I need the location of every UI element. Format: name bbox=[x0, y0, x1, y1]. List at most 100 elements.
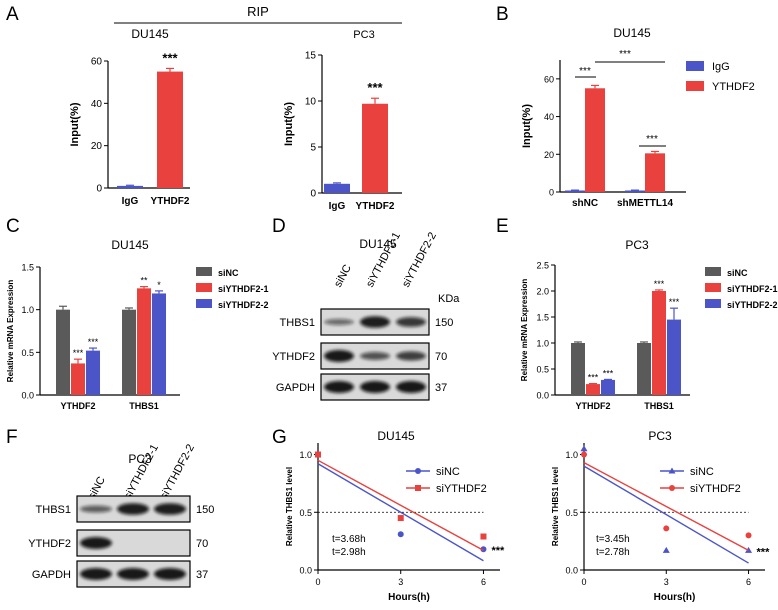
y-tick-label: 0.5 bbox=[536, 365, 549, 375]
half-life-label: t=2.78h bbox=[596, 547, 630, 558]
bar bbox=[586, 384, 600, 395]
y-tick-label: 20 bbox=[544, 150, 554, 160]
x-tick-label: THBS1 bbox=[644, 401, 674, 411]
x-tick-label: 3 bbox=[664, 577, 669, 587]
blot-row-label: YTHDF2 bbox=[272, 351, 315, 363]
blot-band bbox=[324, 318, 354, 326]
legend-marker bbox=[668, 467, 676, 474]
legend-swatch bbox=[705, 267, 721, 276]
significance-label: *** bbox=[654, 279, 665, 289]
x-tick-label: 3 bbox=[398, 577, 403, 587]
significance-label: *** bbox=[588, 373, 599, 383]
legend-swatch bbox=[705, 299, 721, 308]
blot-band bbox=[396, 351, 426, 361]
legend-swatch bbox=[686, 61, 704, 71]
chart-g-pc3: 0.0 0.5 1.0 Relative THBS1 level PC3 0 3 6 Hours… bbox=[551, 429, 770, 603]
blot-band bbox=[360, 316, 390, 328]
blot-band bbox=[154, 568, 186, 580]
data-point bbox=[397, 515, 404, 522]
lane-label: siNC bbox=[332, 263, 354, 290]
blot-band bbox=[154, 503, 186, 515]
data-point bbox=[580, 445, 588, 452]
data-point bbox=[662, 546, 670, 553]
blot-band bbox=[80, 568, 112, 580]
y-tick-label: 0 bbox=[310, 189, 316, 200]
bar bbox=[122, 309, 136, 395]
significance-label: *** bbox=[491, 545, 505, 557]
significance-label: *** bbox=[619, 49, 631, 60]
x-tick-label: 6 bbox=[481, 577, 486, 587]
legend-label: siYTHDF2-1 bbox=[218, 284, 269, 294]
significance-label: *** bbox=[757, 546, 771, 558]
bar bbox=[157, 71, 183, 188]
y-tick-label: 10 bbox=[305, 97, 317, 108]
legend-label: siYTHDF2-2 bbox=[218, 300, 269, 310]
x-tick-label: shNC bbox=[572, 198, 598, 209]
y-tick-label: 40 bbox=[91, 99, 103, 110]
x-tick-label: IgG bbox=[329, 201, 346, 212]
x-tick-label: IgG bbox=[122, 196, 139, 207]
x-axis-label: Hours(h) bbox=[388, 592, 430, 603]
y-tick-label: 0.5 bbox=[21, 348, 34, 358]
panel-label-c: C bbox=[6, 216, 20, 237]
data-point bbox=[397, 531, 404, 538]
panel-label-b: B bbox=[496, 4, 509, 25]
y-tick-label: 20 bbox=[91, 141, 103, 152]
data-point bbox=[480, 533, 487, 540]
x-tick-label: YTHDF2 bbox=[151, 196, 190, 207]
significance-label: *** bbox=[162, 50, 178, 65]
x-tick-label: 6 bbox=[746, 577, 751, 587]
blot-band bbox=[396, 381, 426, 393]
y-tick-label: 2.0 bbox=[536, 287, 549, 297]
fit-line-siNC bbox=[317, 463, 484, 562]
bar bbox=[152, 293, 166, 395]
legend-label: siYTHDF2-2 bbox=[727, 300, 778, 310]
blot-band bbox=[80, 537, 112, 549]
legend-label: siNC bbox=[727, 268, 748, 278]
bar bbox=[652, 291, 666, 395]
chart-c-du145: 0.0 0.5 1.0 1.5 Relative mRNA Expression DU14… bbox=[6, 238, 269, 411]
rip-label: RIP bbox=[247, 4, 269, 19]
y-axis-label: Input(%) bbox=[69, 102, 81, 146]
y-tick-label: 60 bbox=[91, 57, 103, 68]
y-tick-label: 15 bbox=[305, 51, 317, 62]
panel-label-e: E bbox=[496, 216, 509, 237]
bar bbox=[71, 363, 85, 395]
y-axis-label: Relative mRNA Expression bbox=[520, 279, 529, 382]
y-tick-label: 1.0 bbox=[299, 450, 312, 460]
chart-title: PC3 bbox=[625, 238, 649, 252]
blot-kda-value: 37 bbox=[196, 569, 208, 581]
blot-kda-value: 37 bbox=[435, 382, 447, 394]
chart-title: PC3 bbox=[648, 429, 672, 443]
y-tick-label: 0.0 bbox=[21, 391, 34, 401]
chart-g-du145: 0.0 0.5 1.0 Relative THBS1 level DU145 0 3 6 Hou… bbox=[285, 429, 505, 603]
legend-swatch bbox=[196, 299, 212, 308]
blot-band bbox=[117, 568, 149, 580]
blot-title: DU145 bbox=[359, 237, 397, 251]
legend-label: IgG bbox=[712, 61, 730, 73]
blot-title: PC3 bbox=[128, 452, 152, 466]
blot-band bbox=[117, 503, 149, 515]
y-tick-label: 0 bbox=[96, 184, 102, 195]
blot-band bbox=[80, 505, 112, 513]
blot-row-label: YTHDF2 bbox=[28, 538, 71, 550]
bar bbox=[585, 88, 605, 192]
blot-band bbox=[324, 381, 354, 393]
y-tick-label: 0 bbox=[549, 188, 554, 198]
data-point bbox=[581, 451, 587, 458]
blot-band bbox=[396, 317, 426, 327]
data-point bbox=[480, 546, 487, 553]
chart-b-du145: 0 20 40 60 Input(%) DU145 shNC shMETTL14 *** *** *… bbox=[521, 26, 755, 209]
significance-label: *** bbox=[88, 337, 99, 347]
fit-line-siYTHDF2 bbox=[583, 462, 749, 551]
x-axis-label: Hours(h) bbox=[654, 592, 696, 603]
legend-marker bbox=[415, 485, 421, 491]
bar bbox=[625, 190, 645, 192]
legend-label: siNC bbox=[436, 466, 460, 478]
blot-kda-value: 150 bbox=[435, 317, 453, 329]
legend-swatch bbox=[196, 283, 212, 292]
bar bbox=[86, 350, 100, 395]
